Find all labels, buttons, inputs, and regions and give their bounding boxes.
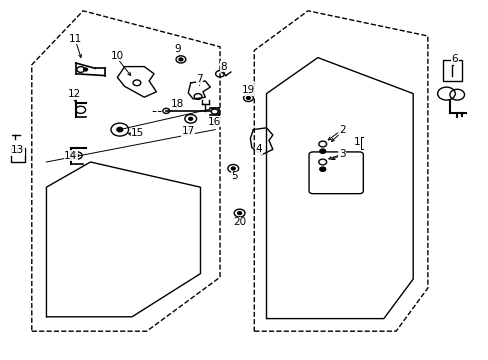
Text: 12: 12: [67, 89, 81, 99]
Text: 1: 1: [353, 137, 360, 147]
Circle shape: [76, 154, 79, 157]
Circle shape: [237, 212, 241, 215]
Text: 6: 6: [450, 54, 457, 64]
Text: 19: 19: [241, 85, 255, 95]
Circle shape: [246, 96, 250, 99]
Text: 9: 9: [174, 44, 181, 54]
Circle shape: [188, 117, 192, 120]
Text: 18: 18: [170, 99, 184, 109]
Text: 20: 20: [233, 217, 245, 228]
Bar: [11, 148, 25, 162]
Text: 11: 11: [69, 34, 82, 44]
Text: 17: 17: [181, 126, 195, 136]
Text: 14: 14: [64, 150, 78, 161]
Circle shape: [319, 167, 325, 171]
Circle shape: [117, 127, 122, 132]
Circle shape: [231, 167, 235, 170]
Text: 5: 5: [231, 171, 238, 181]
Text: 13: 13: [11, 145, 24, 156]
Circle shape: [179, 58, 183, 61]
Text: 10: 10: [111, 51, 123, 61]
Text: 8: 8: [220, 62, 227, 72]
Text: 4: 4: [255, 144, 262, 154]
Text: 2: 2: [338, 125, 345, 135]
Circle shape: [83, 68, 87, 71]
Text: 15: 15: [131, 128, 144, 138]
Text: 3: 3: [338, 149, 345, 159]
Bar: [442, 60, 461, 81]
Text: 16: 16: [207, 117, 221, 127]
Circle shape: [319, 149, 325, 153]
Text: 7: 7: [196, 74, 203, 84]
